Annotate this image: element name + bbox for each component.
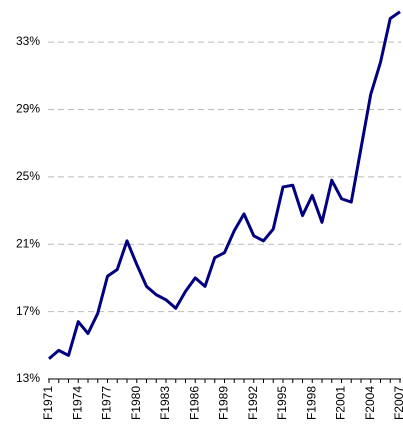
x-tick-label: F1998 bbox=[304, 386, 318, 420]
x-tick-label: F2001 bbox=[334, 386, 348, 420]
x-tick-label: F1974 bbox=[70, 386, 84, 420]
y-tick-label: 13% bbox=[16, 371, 40, 385]
x-tick-label: F1983 bbox=[158, 386, 172, 420]
y-tick-label: 33% bbox=[16, 34, 40, 48]
x-tick-label: F1986 bbox=[187, 386, 201, 420]
y-tick-label: 17% bbox=[16, 304, 40, 318]
x-tick-label: F2007 bbox=[392, 386, 403, 420]
x-tick-label: F1992 bbox=[246, 386, 260, 420]
line-series bbox=[48, 10, 401, 360]
x-tick-label: F2004 bbox=[363, 386, 377, 420]
x-tick-label: F1977 bbox=[100, 386, 114, 420]
x-tick-label: F1971 bbox=[41, 386, 55, 420]
y-tick-label: 25% bbox=[16, 169, 40, 183]
x-tick-label: F1989 bbox=[217, 386, 231, 420]
x-tick-label: F1980 bbox=[129, 386, 143, 420]
y-tick-label: 29% bbox=[16, 102, 40, 116]
y-tick-label: 21% bbox=[16, 236, 40, 250]
x-tick-label: F1995 bbox=[275, 386, 289, 420]
